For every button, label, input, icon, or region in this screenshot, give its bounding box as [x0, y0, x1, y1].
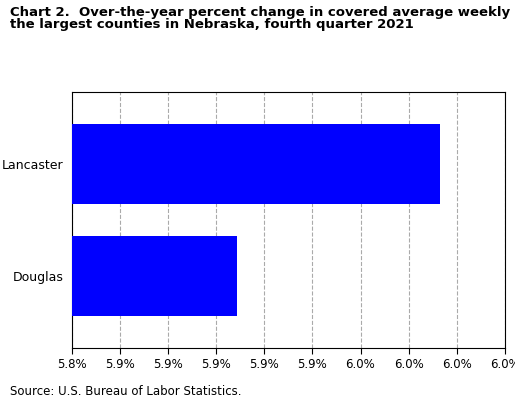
Text: Source: U.S. Bureau of Labor Statistics.: Source: U.S. Bureau of Labor Statistics.	[10, 385, 242, 398]
Bar	[72, 124, 440, 204]
Text: Chart 2.  Over-the-year percent change in covered average weekly wages among: Chart 2. Over-the-year percent change in…	[10, 6, 515, 19]
Text: the largest counties in Nebraska, fourth quarter 2021: the largest counties in Nebraska, fourth…	[10, 18, 414, 31]
Bar	[72, 236, 237, 316]
